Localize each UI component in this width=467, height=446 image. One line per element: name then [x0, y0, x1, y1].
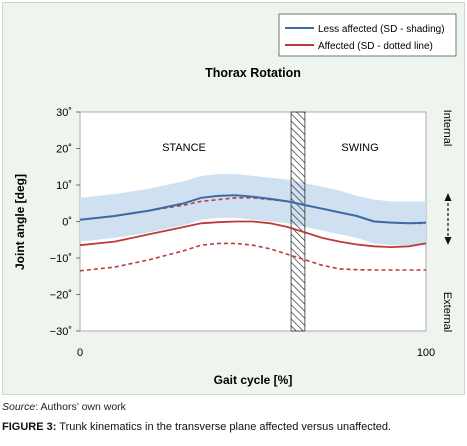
direction-arrow — [444, 193, 452, 245]
legend-label-less-affected: Less affected (SD - shading) — [318, 24, 445, 35]
legend: Less affected (SD - shading) Affected (S… — [278, 13, 457, 57]
source-note: Source: Authors’ own work — [2, 401, 126, 413]
y-tick-labels: 30˚ 20˚ 10˚ 0˚ −10˚ −20˚ −30˚ — [50, 107, 80, 338]
figure-caption: FIGURE 3: Trunk kinematics in the transv… — [2, 421, 391, 433]
external-label: External — [441, 292, 453, 332]
caption-text: Trunk kinematics in the transverse plane… — [56, 421, 392, 433]
internal-label: Internal — [441, 110, 453, 147]
chart-title: Thorax Rotation — [205, 66, 301, 80]
less-affected-sd-band — [80, 174, 426, 246]
x-tick-100: 100 — [417, 347, 435, 359]
legend-box — [278, 13, 457, 57]
x-axis-label: Gait cycle [%] — [214, 373, 293, 387]
y-tick-label: 20˚ — [56, 144, 72, 156]
y-tick-label: −20˚ — [50, 290, 72, 302]
thorax-rotation-chart: 30˚ 20˚ 10˚ 0˚ −10˚ −20˚ −30˚ 0 100 Thorax Rot… — [13, 13, 457, 387]
series-line-layer — [79, 194, 427, 272]
stance-label: STANCE — [162, 142, 206, 154]
phase-boundary-band — [290, 111, 306, 332]
sd-shading-layer — [80, 174, 426, 246]
y-axis-label: Joint angle [deg] — [13, 174, 27, 270]
x-tick-0: 0 — [77, 347, 83, 359]
y-tick-label: −10˚ — [50, 253, 72, 265]
y-tick-label: 0˚ — [62, 217, 72, 229]
affected-sd-lower-line — [79, 242, 426, 272]
source-label: Source — [2, 401, 36, 413]
caption-label: FIGURE 3: — [2, 421, 57, 433]
legend-label-affected: Affected (SD - dotted line) — [318, 41, 433, 52]
swing-label: SWING — [341, 142, 378, 154]
y-tick-label: 30˚ — [56, 107, 72, 119]
affected-mean-line — [79, 220, 427, 249]
y-tick-label: 10˚ — [56, 180, 72, 192]
y-tick-label: −30˚ — [50, 326, 72, 338]
less-affected-mean-line — [79, 194, 427, 225]
source-text: : Authors’ own work — [35, 401, 126, 413]
